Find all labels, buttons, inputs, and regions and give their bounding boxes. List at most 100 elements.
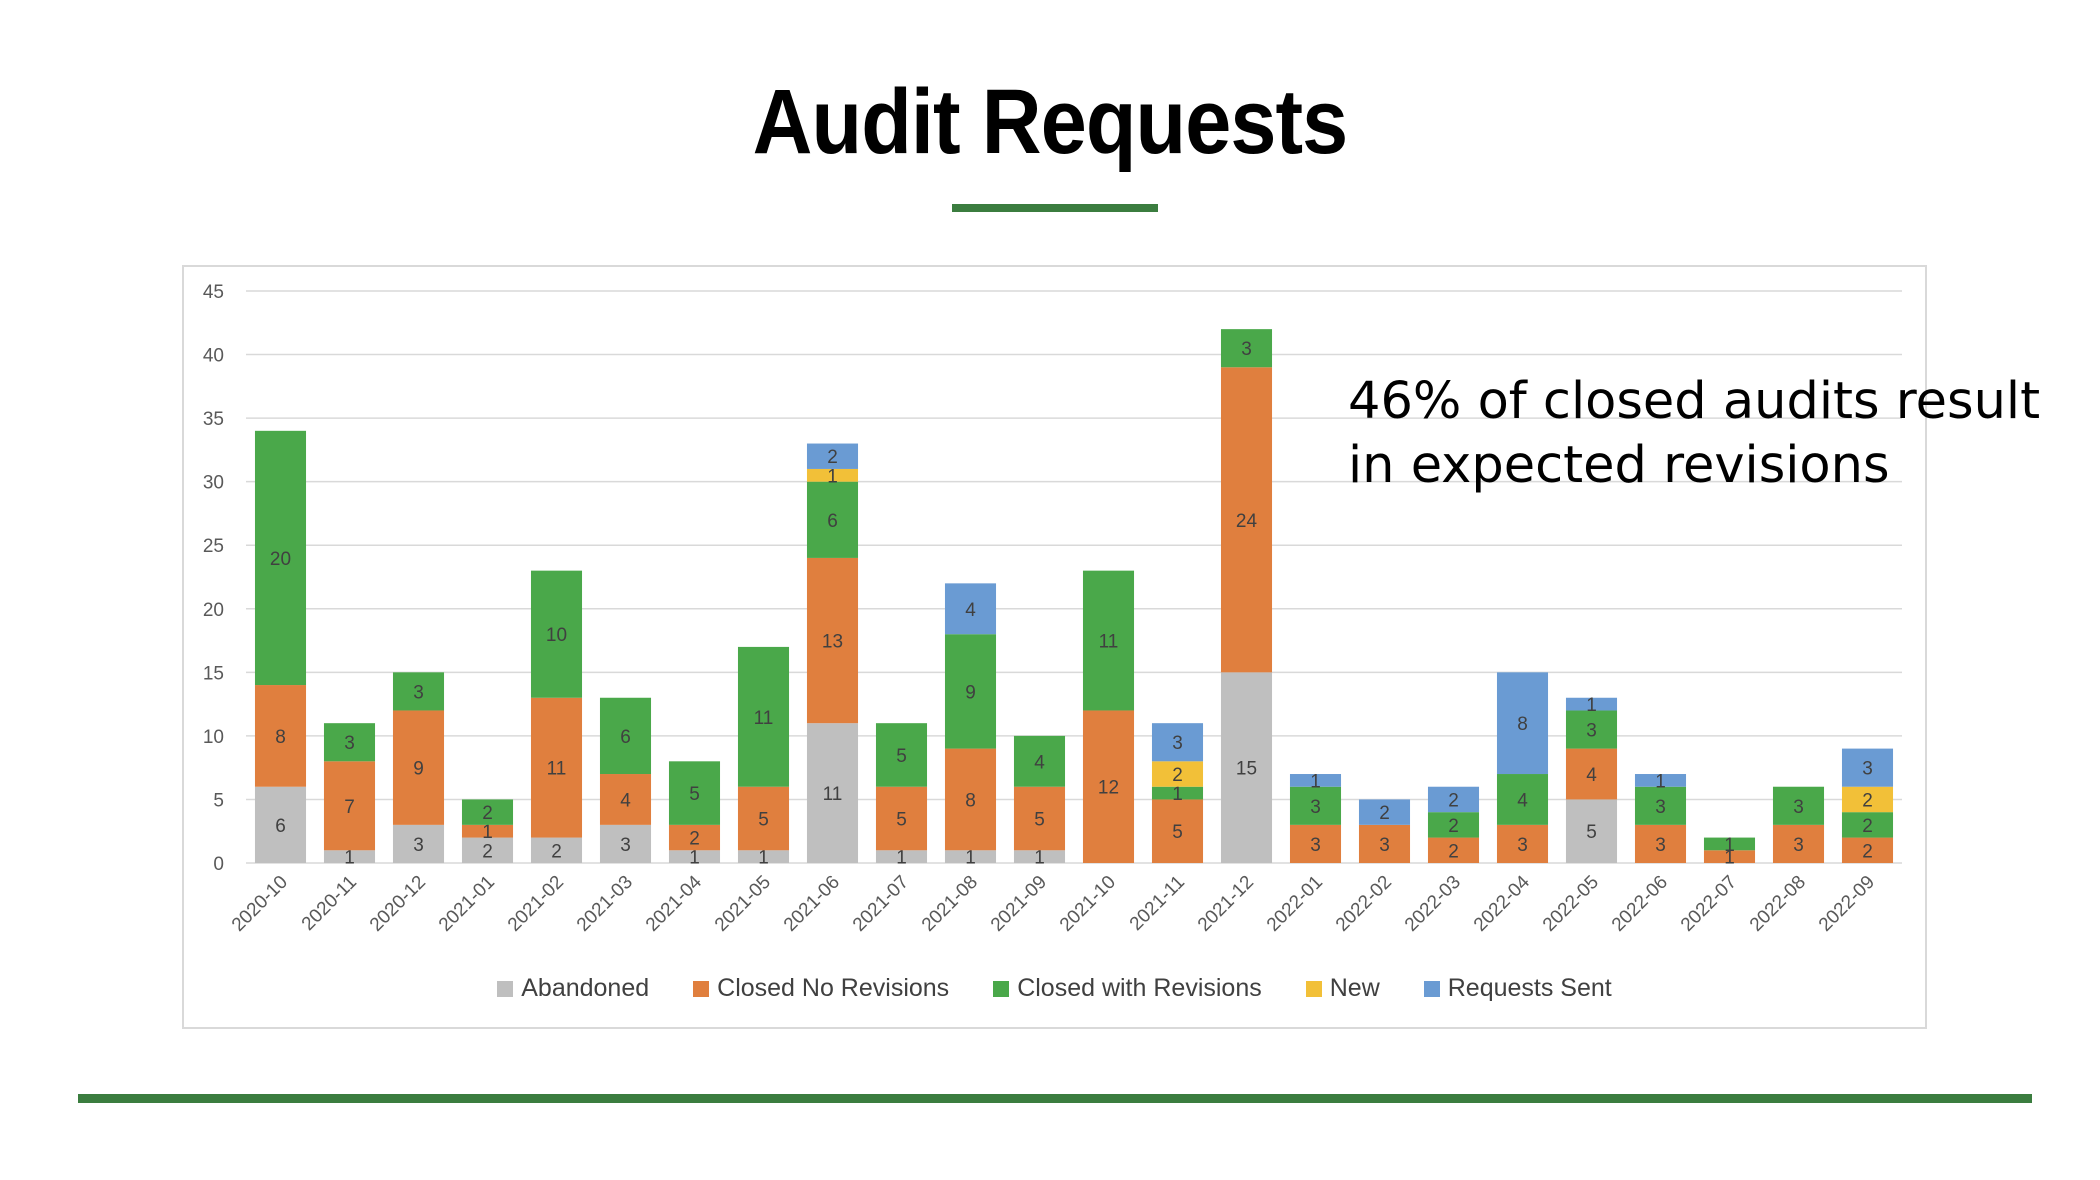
legend-label: New bbox=[1329, 974, 1380, 1002]
bar-segment bbox=[944, 634, 997, 749]
data-label: 3 bbox=[413, 682, 424, 703]
data-label: 2 bbox=[1379, 803, 1390, 824]
bar-segment bbox=[392, 672, 445, 711]
bar-segment bbox=[323, 850, 376, 863]
data-label: 1 bbox=[1724, 848, 1735, 869]
chart-frame: 0 5 10 15 20 25 30 35 40 45 6 8 20 2020-10 1 7 3 2020-11 3… bbox=[182, 265, 1927, 1029]
bar-segment bbox=[1289, 824, 1342, 863]
data-label: 1 bbox=[1655, 771, 1666, 792]
bar-segment bbox=[254, 685, 307, 787]
data-label: 1 bbox=[758, 848, 769, 869]
bar-segment bbox=[1496, 824, 1549, 863]
legend-swatch bbox=[1423, 980, 1440, 997]
bar-segment bbox=[392, 824, 445, 863]
data-label: 13 bbox=[822, 632, 843, 653]
data-label: 8 bbox=[275, 727, 286, 748]
data-label: 4 bbox=[1034, 752, 1045, 773]
bar-segment bbox=[1565, 710, 1618, 749]
bar-segment bbox=[668, 824, 721, 851]
chart-legend: Abandoned Closed No Revisions Closed with … bbox=[184, 974, 1925, 1003]
data-label: 2 bbox=[482, 841, 493, 862]
bar-segment bbox=[599, 824, 652, 863]
data-label: 11 bbox=[754, 708, 774, 729]
bar-segment bbox=[806, 723, 859, 863]
data-label: 20 bbox=[270, 549, 291, 570]
data-label: 2 bbox=[1862, 790, 1873, 811]
data-label: 3 bbox=[1793, 797, 1804, 818]
data-label: 6 bbox=[275, 816, 286, 837]
x-tick-label: 2021-08 bbox=[918, 872, 982, 936]
legend-item: Closed with Revisions bbox=[993, 974, 1262, 1003]
annotation-line-2: in expected revisions bbox=[1348, 436, 1890, 495]
bar-segment bbox=[1841, 837, 1894, 863]
data-label: 9 bbox=[413, 759, 424, 780]
data-label: 1 bbox=[1724, 835, 1735, 856]
bar-segment bbox=[806, 481, 859, 558]
data-label: 2 bbox=[1448, 790, 1459, 811]
bar-segment bbox=[323, 761, 376, 851]
data-label: 12 bbox=[1098, 778, 1119, 799]
bar-segment bbox=[599, 774, 652, 825]
x-tick-label: 2021-02 bbox=[504, 872, 568, 936]
bar-segment bbox=[1496, 672, 1549, 775]
bar-segment bbox=[668, 850, 721, 863]
data-label: 1 bbox=[1310, 771, 1321, 792]
data-label: 11 bbox=[547, 759, 567, 780]
bar-segment bbox=[1082, 710, 1135, 863]
data-label: 3 bbox=[1862, 759, 1873, 780]
data-label: 2 bbox=[1172, 765, 1183, 786]
bar-segment bbox=[1841, 812, 1894, 838]
bar-segment bbox=[1082, 570, 1135, 711]
data-label: 1 bbox=[827, 466, 838, 487]
x-tick-label: 2022-08 bbox=[1746, 872, 1810, 936]
data-label: 3 bbox=[1379, 835, 1390, 856]
data-label: 24 bbox=[1236, 511, 1258, 532]
data-label: 1 bbox=[1034, 848, 1045, 869]
bar-segment bbox=[1634, 824, 1687, 863]
bar-segment bbox=[1565, 697, 1618, 711]
data-label: 3 bbox=[1241, 339, 1252, 360]
bar-segment bbox=[1220, 367, 1273, 673]
bar-segment bbox=[461, 837, 514, 863]
data-label: 3 bbox=[344, 733, 355, 754]
data-label: 1 bbox=[344, 848, 355, 869]
data-label: 5 bbox=[896, 810, 907, 831]
data-label: 3 bbox=[1793, 835, 1804, 856]
data-label: 2 bbox=[1862, 816, 1873, 837]
bar-segment bbox=[1220, 672, 1273, 863]
data-label: 9 bbox=[965, 682, 976, 703]
data-label: 2 bbox=[1862, 841, 1873, 862]
bar-segment bbox=[1427, 812, 1480, 838]
data-label: 4 bbox=[1517, 790, 1528, 811]
bar-segment bbox=[1841, 786, 1894, 813]
data-label: 10 bbox=[546, 625, 567, 646]
data-label: 1 bbox=[1586, 695, 1597, 716]
slide-title: Audit Requests bbox=[752, 71, 1349, 173]
bar-segment bbox=[1565, 799, 1618, 863]
data-label: 15 bbox=[1236, 759, 1257, 780]
bar-segment bbox=[944, 850, 997, 863]
data-label: 2 bbox=[551, 841, 562, 862]
y-tick-label: 5 bbox=[213, 790, 224, 811]
data-label: 5 bbox=[896, 746, 907, 767]
x-tick-label: 2021-03 bbox=[573, 872, 637, 936]
data-label: 11 bbox=[1099, 632, 1119, 653]
bar-segment bbox=[461, 799, 514, 825]
legend-label: Closed No Revisions bbox=[717, 974, 950, 1002]
bar-segment bbox=[1703, 837, 1756, 851]
x-tick-label: 2022-02 bbox=[1332, 872, 1396, 936]
y-tick-label: 25 bbox=[203, 536, 224, 557]
x-tick-label: 2022-06 bbox=[1608, 872, 1672, 936]
data-label: 8 bbox=[965, 790, 976, 811]
data-label: 5 bbox=[689, 784, 700, 805]
bar-segment bbox=[1358, 824, 1411, 863]
data-label: 3 bbox=[413, 835, 424, 856]
x-tick-label: 2021-04 bbox=[642, 871, 706, 935]
x-tick-label: 2021-11 bbox=[1126, 872, 1189, 935]
data-label: 3 bbox=[1172, 733, 1183, 754]
bar-segment bbox=[1634, 774, 1687, 787]
data-label: 3 bbox=[1310, 797, 1321, 818]
data-label: 11 bbox=[823, 784, 843, 805]
bar-segment bbox=[1496, 774, 1549, 825]
bar-segment bbox=[1013, 786, 1066, 851]
